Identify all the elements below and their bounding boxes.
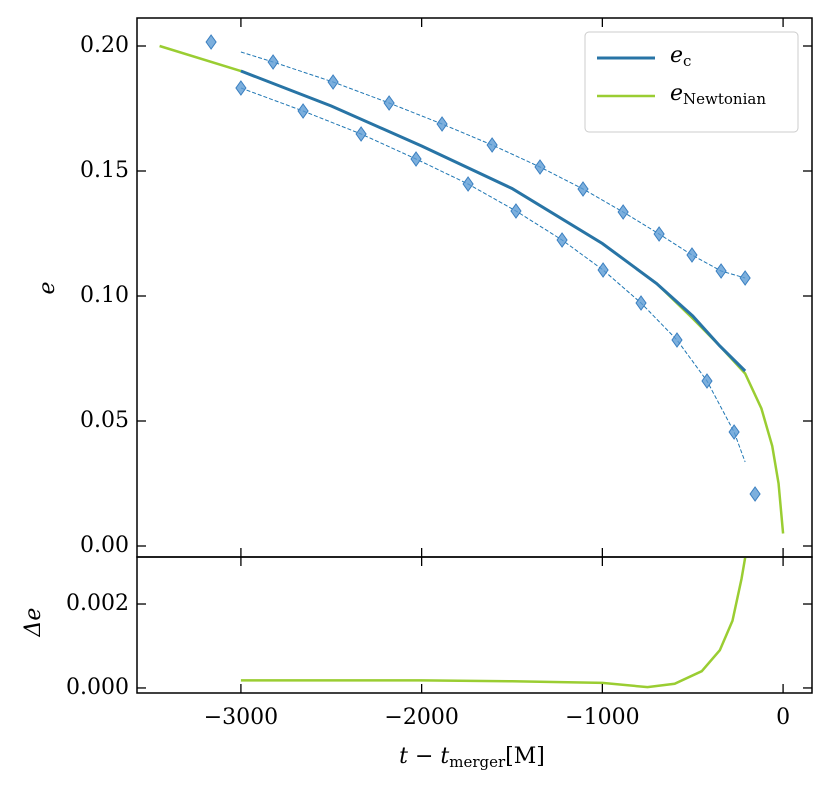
- diamond-marker: [462, 176, 474, 192]
- x-axis-label-tail: [M]: [505, 744, 545, 769]
- legend-label-sub: Newtonian: [683, 90, 766, 108]
- x-tick-label: 0: [776, 705, 790, 730]
- y-tick-label: 0.10: [80, 283, 129, 308]
- diamond-marker: [617, 204, 629, 220]
- diamond-marker: [749, 486, 761, 502]
- diamond-marker: [436, 116, 448, 132]
- diamond-marker: [486, 137, 498, 153]
- diamond-marker: [327, 74, 339, 90]
- y-tick-label: 0.20: [80, 33, 129, 58]
- x-tick-label: −3000: [204, 705, 278, 730]
- plot-area: [159, 34, 785, 534]
- diamond-marker: [355, 126, 367, 142]
- diamond-marker: [577, 181, 589, 197]
- diamond-marker: [383, 95, 395, 111]
- y-tick-label: 0.002: [66, 591, 129, 616]
- diamond-marker: [739, 270, 751, 286]
- y-tick-label: 0.15: [80, 158, 129, 183]
- diamond-marker: [653, 226, 665, 242]
- legend-label-sub: c: [683, 52, 691, 70]
- data-line: [240, 557, 747, 689]
- diamond-marker: [534, 159, 546, 175]
- diamond-marker: [556, 232, 568, 248]
- diamond-marker: [410, 151, 422, 167]
- diamond-marker: [728, 424, 740, 440]
- y-tick-label: 0.05: [80, 408, 129, 433]
- diamond-marker: [235, 80, 247, 96]
- x-tick-label: −1000: [565, 705, 639, 730]
- y-tick-label: 0.000: [66, 675, 129, 700]
- legend-box: [584, 31, 799, 133]
- legend-label: eNewtonian: [670, 81, 766, 108]
- plot-area: [240, 557, 747, 689]
- y-axis-label: Δe: [21, 608, 46, 638]
- x-axis-label-main: t − t: [399, 744, 449, 769]
- y-axis-label: e: [35, 281, 60, 294]
- diamond-marker: [510, 203, 522, 219]
- diamond-marker: [715, 263, 727, 279]
- legend-label-main: e: [670, 81, 683, 106]
- data-line: [240, 69, 747, 373]
- diamond-marker: [205, 34, 217, 50]
- x-tick-label: −2000: [384, 705, 458, 730]
- diamond-marker: [297, 103, 309, 119]
- legend-label-main: e: [670, 43, 683, 68]
- diamond-marker: [635, 295, 647, 311]
- y-tick-label: 0.00: [80, 533, 129, 558]
- diamond-marker: [597, 262, 609, 278]
- axes-frame: [136, 556, 813, 694]
- diamond-marker: [267, 54, 279, 70]
- diamond-marker: [701, 373, 713, 389]
- x-axis-label-sub: merger: [449, 753, 506, 771]
- diamond-marker: [686, 247, 698, 263]
- diamond-marker: [671, 332, 683, 348]
- x-axis-label: t − tmerger[M]: [399, 744, 545, 771]
- legend-label: ec: [670, 43, 691, 70]
